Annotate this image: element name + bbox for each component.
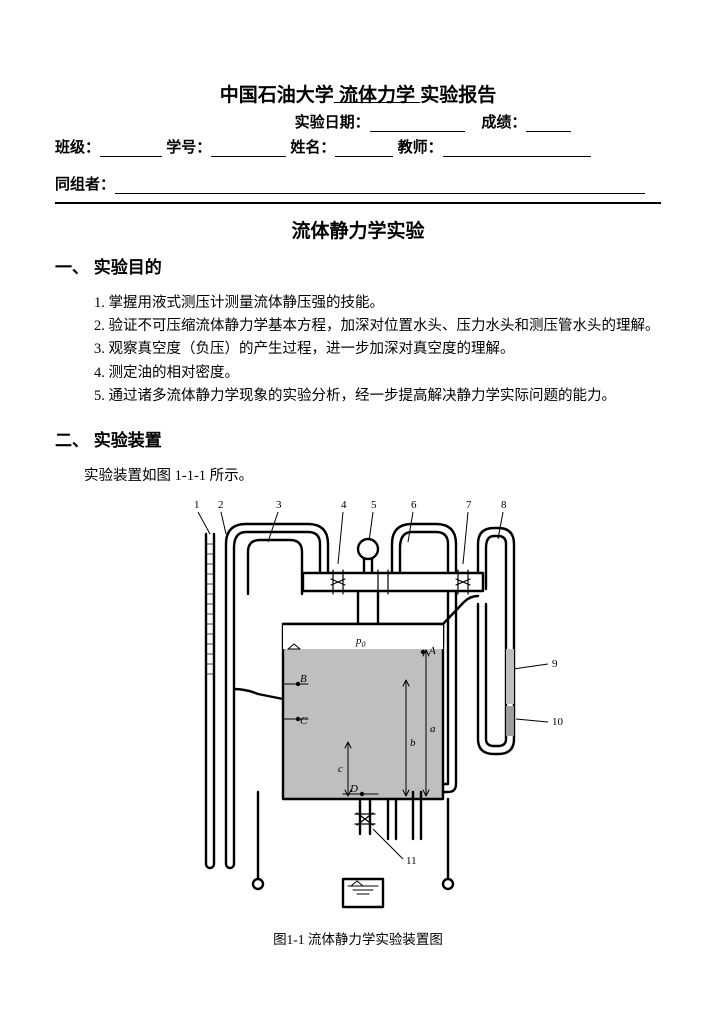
lbl-7: 7 bbox=[466, 499, 472, 511]
objective-1: 1. 掌握用液式测压计测量流体静压强的技能。 bbox=[65, 292, 661, 315]
meta-row-1: 实验日期： 成绩： bbox=[55, 111, 661, 132]
dim-c: c bbox=[338, 763, 343, 775]
figure-caption: 图1-1 流体静力学实验装置图 bbox=[55, 928, 661, 948]
objective-3: 3. 观察真空度（负压）的产生过程，进一步加深对真空度的理解。 bbox=[65, 338, 661, 361]
apparatus-intro: 实验装置如图 1-1-1 所示。 bbox=[55, 465, 661, 488]
lbl-3: 3 bbox=[276, 499, 282, 511]
page: 中国石油大学 流体力学 实验报告 实验日期： 成绩： 班级： 学号： 姓名： 教… bbox=[0, 0, 716, 1011]
score-label: 成绩： bbox=[481, 114, 526, 131]
meta-row-3: 同组者： bbox=[55, 173, 661, 194]
objective-5: 5. 通过诸多流体静力学现象的实验分析，经一步提高解决静力学实际问题的能力。 bbox=[65, 385, 661, 408]
divider bbox=[55, 202, 661, 204]
pt-a: A bbox=[428, 645, 436, 657]
lbl-1: 1 bbox=[194, 499, 200, 511]
section-1-heading: 一、 实验目的 bbox=[55, 253, 661, 278]
class-label: 班级： bbox=[55, 139, 100, 156]
experiment-title: 流体静力学实验 bbox=[55, 216, 661, 243]
pt-c: C bbox=[300, 715, 308, 727]
pt-d: D bbox=[349, 783, 358, 795]
teacher-label: 教师： bbox=[398, 139, 443, 156]
lbl-5: 5 bbox=[371, 499, 377, 511]
pipes bbox=[206, 524, 514, 907]
id-blank[interactable] bbox=[211, 141, 286, 158]
doc-title: 中国石油大学 流体力学 实验报告 bbox=[55, 80, 661, 107]
date-label: 实验日期： bbox=[295, 114, 370, 131]
lbl-10: 10 bbox=[552, 716, 564, 728]
lbl-11: 11 bbox=[406, 855, 417, 867]
date-blank[interactable] bbox=[370, 116, 465, 133]
name-label: 姓名： bbox=[290, 139, 335, 156]
dim-b: b bbox=[410, 737, 416, 749]
meta-row-2: 班级： 学号： 姓名： 教师： bbox=[55, 136, 661, 157]
teacher-blank[interactable] bbox=[443, 141, 591, 158]
class-blank[interactable] bbox=[100, 141, 162, 158]
lbl-2: 2 bbox=[218, 499, 224, 511]
partner-blank[interactable] bbox=[115, 178, 645, 195]
pt-b: B bbox=[300, 673, 307, 685]
title-underlined: 流体力学 bbox=[334, 85, 421, 106]
title-suffix: 实验报告 bbox=[420, 85, 496, 106]
objective-4: 4. 测定油的相对密度。 bbox=[65, 362, 661, 385]
partner-label: 同组者： bbox=[55, 176, 115, 193]
apparatus-diagram: 1 2 3 4 5 6 7 8 9 10 11 bbox=[148, 494, 568, 924]
objectives-block: 1. 掌握用液式测压计测量流体静压强的技能。 2. 验证不可压缩流体静力学基本方… bbox=[65, 292, 661, 408]
section-2-heading: 二、 实验装置 bbox=[55, 426, 661, 451]
lbl-9: 9 bbox=[552, 658, 558, 670]
figure-wrap: 1 2 3 4 5 6 7 8 9 10 11 bbox=[55, 494, 661, 948]
title-prefix: 中国石油大学 bbox=[220, 85, 334, 106]
name-blank[interactable] bbox=[335, 141, 393, 158]
objective-2: 2. 验证不可压缩流体静力学基本方程，加深对位置水头、压力水头和测压管水头的理解… bbox=[65, 315, 661, 338]
dim-a: a bbox=[430, 723, 436, 735]
lbl-4: 4 bbox=[341, 499, 347, 511]
lbl-6: 6 bbox=[411, 499, 417, 511]
score-blank[interactable] bbox=[526, 116, 571, 133]
lbl-8: 8 bbox=[501, 499, 507, 511]
id-label: 学号： bbox=[166, 139, 211, 156]
